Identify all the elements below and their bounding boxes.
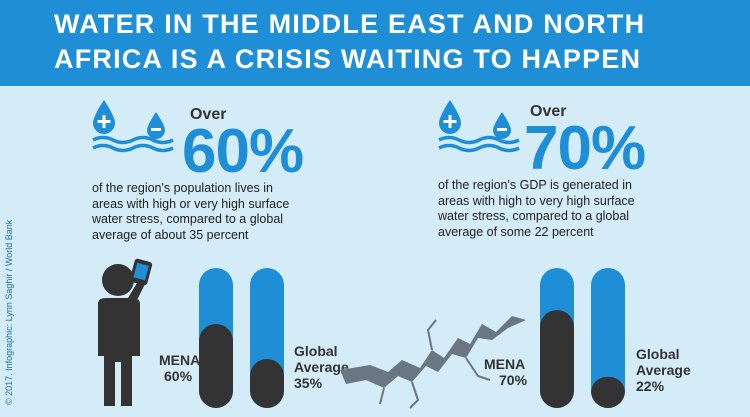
stat1-global-label-value: 35% (294, 375, 323, 391)
stat2-desc-line: areas with high to very high surface (438, 193, 635, 208)
credit-text: © 2017. Infographic: Lynn Saghir / World… (4, 219, 14, 405)
stat2-global-bar-fill (591, 377, 625, 408)
stat2-mena-label-name: MENA (484, 356, 526, 372)
stat1-desc-line: average of about 35 percent (92, 227, 249, 242)
title-banner: WATER IN THE MIDDLE EAST AND NORTH AFRIC… (0, 0, 750, 86)
stat2-mena-bar (540, 268, 574, 408)
water-drops-icon (92, 100, 174, 153)
ground-crack-icon (340, 316, 526, 409)
stat1-global-label-line2: Average (294, 359, 349, 375)
person-phone-icon (98, 258, 153, 406)
stat2-global-label: Global Average 22% (636, 346, 691, 394)
stat2-global-label-line1: Global (636, 346, 680, 362)
stat2-desc-line: average of some 22 percent (438, 224, 594, 239)
stat1-description: of the region's population lives in area… (92, 181, 342, 243)
stat1-desc-line: water stress, compared to a global (92, 212, 284, 226)
stat2-description: of the region's GDP is generated in area… (438, 178, 688, 240)
stat1-mena-bar (199, 268, 233, 408)
stat1-global-label: Global Average 35% (294, 343, 349, 391)
stat1-value: 60% (182, 117, 304, 186)
stat1-mena-label: MENA 60% (159, 352, 200, 384)
stat1-desc-line: areas with high or very high surface (92, 196, 290, 211)
stat2-desc-line: water stress, compared to a global (438, 209, 630, 223)
stat2-mena-label: MENA 70% (484, 356, 527, 388)
stat2-prefix: Over (530, 103, 567, 120)
title-line-1: WATER IN THE MIDDLE EAST AND NORTH (54, 9, 646, 39)
stat2-desc-line: of the region's GDP is generated in (438, 178, 632, 192)
water-drops-icon (438, 100, 520, 153)
stat1-global-bar (250, 268, 284, 408)
stat2-mena-bar-fill (540, 310, 574, 408)
stat1-global-bar-fill (250, 359, 284, 408)
stat1-global-label-line1: Global (294, 343, 338, 359)
stat1-mena-bar-fill (199, 324, 233, 408)
stat2-global-bar (591, 268, 625, 408)
title-line-2: AFRICA IS A CRISIS WAITING TO HAPPEN (54, 44, 642, 74)
stat2-global-label-value: 22% (636, 378, 665, 394)
stat2-mena-label-value: 70% (499, 372, 528, 388)
stat1-mena-label-value: 60% (164, 368, 193, 384)
stat1-prefix: Over (190, 106, 227, 123)
stat2-value: 70% (524, 114, 646, 183)
stat2-global-label-line2: Average (636, 362, 691, 378)
stat1-desc-line: of the region's population lives in (92, 181, 273, 195)
stat1-mena-label-name: MENA (159, 352, 201, 368)
